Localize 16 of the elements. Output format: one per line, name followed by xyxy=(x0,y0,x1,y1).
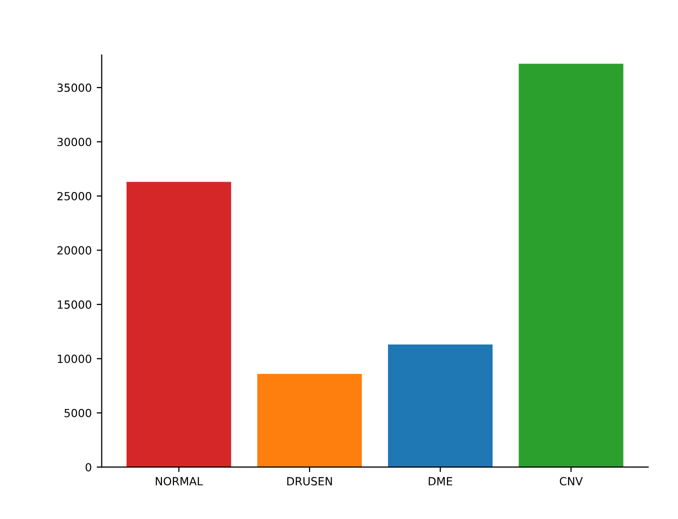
y-tick-label: 5000 xyxy=(64,408,92,418)
y-tick-label: 15000 xyxy=(58,300,92,309)
x-tick-label: CNV xyxy=(560,477,583,486)
y-tick-label: 35000 xyxy=(57,84,92,92)
y-tick-label: 30000 xyxy=(57,138,92,146)
x-tick-label: DRUSEN xyxy=(287,477,332,486)
bar xyxy=(257,374,362,468)
y-tick-label: 25000 xyxy=(57,192,92,200)
y-tick-label: 10000 xyxy=(58,354,92,364)
y-tick-label: 20000 xyxy=(57,246,92,255)
bar xyxy=(388,344,493,468)
x-tick-label: DME xyxy=(428,477,452,486)
bar xyxy=(518,64,624,468)
y-tick-label: 0 xyxy=(86,463,92,472)
x-tick-label: NORMAL xyxy=(156,477,203,486)
bar xyxy=(126,182,232,468)
